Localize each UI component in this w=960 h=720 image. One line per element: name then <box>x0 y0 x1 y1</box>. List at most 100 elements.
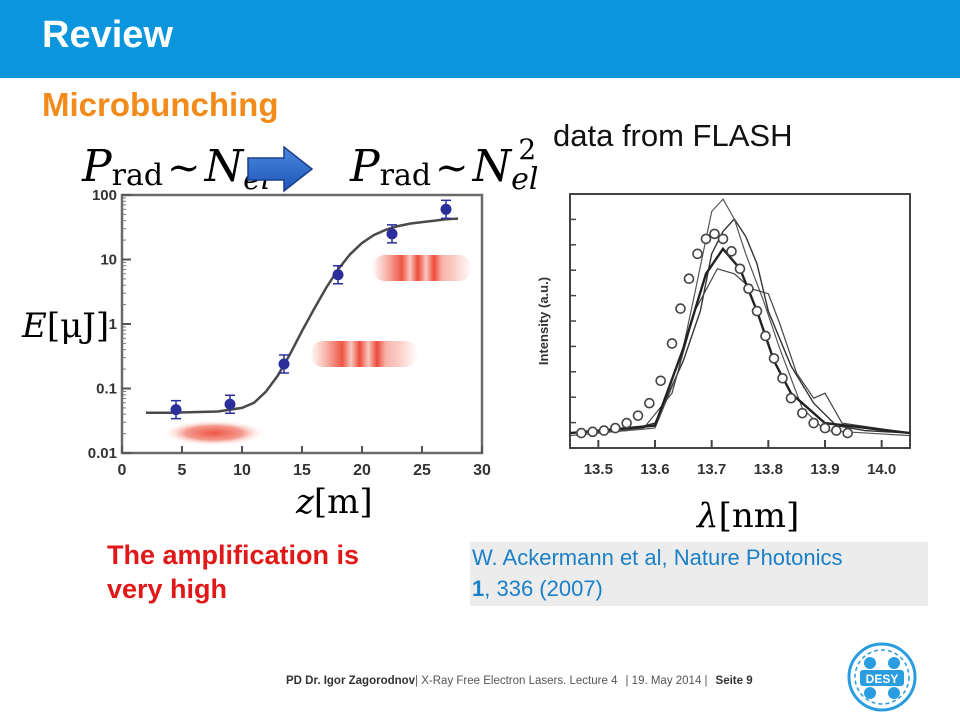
electron-beam-uniform <box>162 420 266 446</box>
spectrum-marker <box>666 338 678 349</box>
spectrum-marker <box>709 228 720 240</box>
citation-volume: 1 <box>472 576 485 601</box>
spectrum-marker <box>621 417 632 429</box>
spectrum-marker <box>683 273 695 285</box>
spectrum-marker <box>785 392 797 404</box>
citation-line-1: W. Ackermann et al, Nature Photonics <box>472 545 843 570</box>
citation-line-2: 1, 336 (2007) <box>470 573 928 604</box>
spectrum-marker <box>632 410 644 421</box>
energy-symbol: E <box>22 306 47 346</box>
x-tick-label: 13.6 <box>640 461 669 478</box>
electron-beam-partial-bunching <box>310 341 418 367</box>
logo-text: DESY <box>866 672 899 686</box>
x-tick-label: 13.5 <box>584 461 613 478</box>
formula-n: N <box>472 141 512 192</box>
y-tick-label: 100 <box>92 187 117 204</box>
spectrum-marker <box>777 373 788 384</box>
y-tick-label: 0.1 <box>96 381 117 398</box>
x-tick-label: 30 <box>473 462 491 479</box>
spectrum-marker <box>743 283 754 294</box>
conclusion-text: The amplification is very high <box>107 538 437 606</box>
formula-sub: rad <box>379 158 432 193</box>
energy-axis-label: E[μJ] <box>22 306 109 346</box>
formula-p: P <box>82 141 112 192</box>
z-unit: [m] <box>313 482 373 522</box>
x-tick-label: 13.8 <box>754 461 783 478</box>
spectrum-marker <box>734 263 746 275</box>
x-tick-label: 0 <box>118 462 127 479</box>
citation-pages: , 336 (2007) <box>484 576 603 601</box>
spectrum-marker <box>655 375 666 387</box>
x-tick-label: 13.9 <box>810 461 839 478</box>
data-point <box>332 269 344 281</box>
spectrum-marker <box>644 397 655 409</box>
formula-tilde: ~ <box>167 145 201 191</box>
spectrum-marker <box>808 417 819 429</box>
spectrum-marker <box>587 426 598 438</box>
spectrum-marker <box>576 427 587 439</box>
spectrum-marker <box>751 305 763 317</box>
plot-frame <box>120 193 484 455</box>
data-point <box>170 404 182 416</box>
spectrum-marker <box>717 233 729 245</box>
data-point <box>224 398 236 410</box>
x-tick-label: 14.0 <box>867 461 896 478</box>
x-tick-label: 15 <box>293 462 311 479</box>
footer-date: | 19. May 2014 | <box>625 675 708 687</box>
desy-logo: DESY <box>847 642 917 712</box>
spectrum-marker <box>831 425 842 436</box>
formula-exponent: 2 <box>518 133 537 166</box>
data-source-label: data from FLASH <box>553 118 793 153</box>
x-tick-label: 5 <box>178 462 187 479</box>
z-axis-label: z[m] <box>296 482 373 522</box>
lambda-axis-label: λ[nm] <box>697 496 799 536</box>
title-bar: Review <box>0 0 960 78</box>
electron-beam-full-bunching <box>372 255 472 281</box>
data-point <box>278 358 290 370</box>
spectrum-line <box>569 217 911 434</box>
spectrum-marker <box>797 407 808 419</box>
spectrum-marker <box>598 425 610 436</box>
formula-quadratic: Prad ~Nel2 <box>350 133 556 197</box>
spectrum-marker <box>692 248 703 260</box>
formula-sub-el: el <box>511 162 539 197</box>
spectrum-marker <box>610 422 621 434</box>
energy-unit: [μJ] <box>46 306 110 346</box>
arrow-right-icon <box>247 145 314 193</box>
formula-tilde: ~ <box>435 145 469 191</box>
gain-fit-curve <box>146 217 459 415</box>
gain-curve-chart: 0 5 10 15 20 25 30 0.01 0.1 1 10 100 <box>88 187 491 479</box>
citation-box: W. Ackermann et al, Nature Photonics 1, … <box>470 542 928 606</box>
x-tick-label: 20 <box>353 462 371 479</box>
formula-p: P <box>350 141 380 192</box>
plot-frame <box>569 193 911 449</box>
formula-n: N <box>204 141 244 192</box>
spectrum-marker <box>842 427 853 439</box>
slide-subtitle: Microbunching <box>42 86 279 123</box>
footer: PD Dr. Igor Zagorodnov| X-Ray Free Elect… <box>286 675 753 687</box>
spectrum-marker <box>726 246 737 257</box>
spectrum-marker <box>675 303 686 314</box>
footer-author: PD Dr. Igor Zagorodnov <box>286 675 416 687</box>
z-symbol: z <box>296 482 314 522</box>
y-tick-label: 1 <box>109 316 117 333</box>
spectrum-chart: Intensity (a.u.) 13.5 13.6 13.7 13.8 13.9 14.0 <box>536 193 911 478</box>
spectrum-marker <box>819 422 831 434</box>
data-point <box>386 228 398 240</box>
y-tick-label: 10 <box>100 252 117 269</box>
formula-sub: rad <box>111 158 164 193</box>
data-point <box>440 203 452 215</box>
spectrum-line <box>569 268 911 434</box>
spectrum-marker <box>768 353 780 364</box>
footer-course: | X-Ray Free Electron Lasers. Lecture 4 <box>415 675 618 687</box>
y-axis-title: Intensity (a.u.) <box>536 277 551 365</box>
x-tick-label: 10 <box>233 462 251 479</box>
lambda-symbol: λ <box>697 496 719 536</box>
x-tick-label: 25 <box>413 462 431 479</box>
spectrum-marker <box>700 233 712 245</box>
spectrum-marker <box>760 330 771 342</box>
conclusion-line-2: very high <box>107 574 228 604</box>
slide-title: Review <box>42 14 173 56</box>
y-tick-label: 0.01 <box>88 445 117 462</box>
lambda-unit: [nm] <box>718 496 800 536</box>
